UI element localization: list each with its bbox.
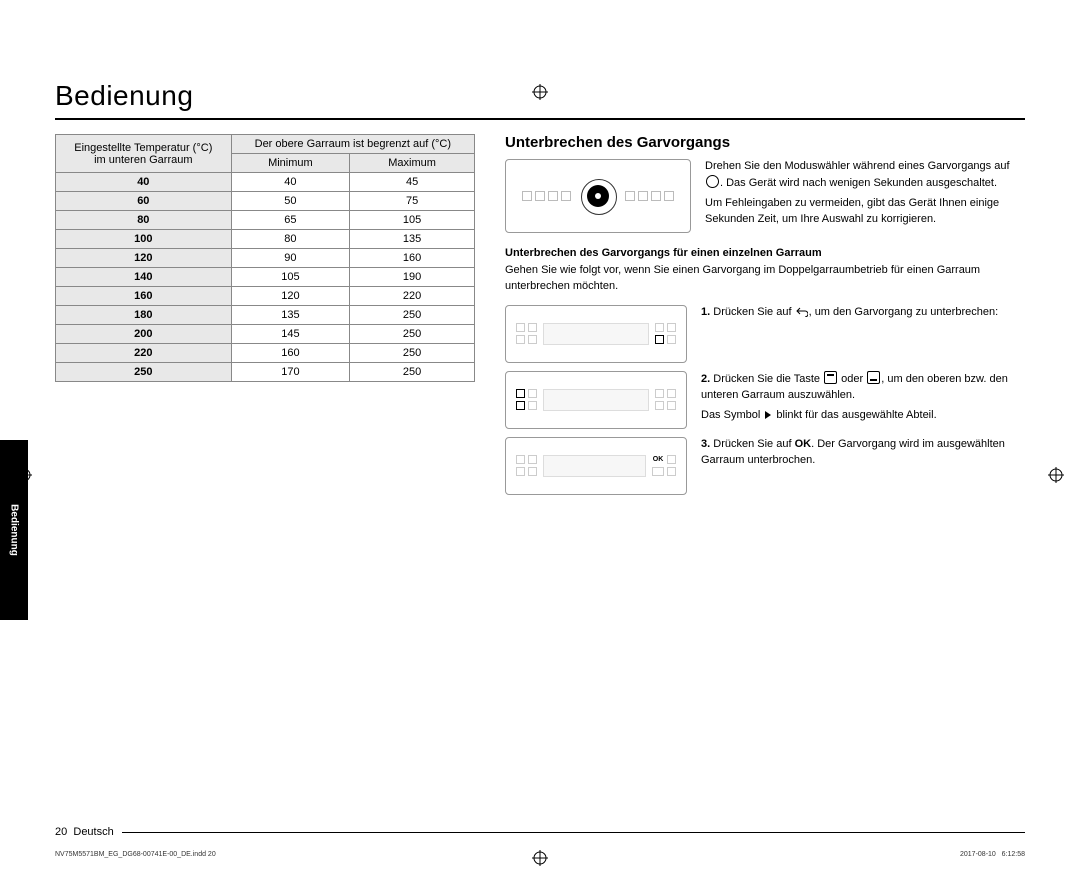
mode-icons-left bbox=[522, 191, 571, 201]
table-row: 140105190 bbox=[56, 268, 475, 287]
cell-set-temp: 80 bbox=[56, 211, 232, 230]
play-icon bbox=[765, 411, 771, 419]
cell-max: 45 bbox=[350, 173, 475, 192]
cell-min: 160 bbox=[231, 344, 350, 363]
subheading: Unterbrechen des Garvorgangs bbox=[505, 134, 1025, 151]
lower-compartment-icon bbox=[516, 401, 525, 410]
cell-set-temp: 140 bbox=[56, 268, 232, 287]
back-icon bbox=[655, 335, 664, 344]
cell-max: 250 bbox=[350, 344, 475, 363]
cell-max: 105 bbox=[350, 211, 475, 230]
cell-min: 40 bbox=[231, 173, 350, 192]
lower-cavity-icon bbox=[867, 371, 880, 384]
mode-dial-icon bbox=[581, 179, 615, 213]
step-1: 1. Drücken Sie auf , um den Garvorgang z… bbox=[505, 305, 1025, 363]
cell-set-temp: 100 bbox=[56, 230, 232, 249]
table-row: 8065105 bbox=[56, 211, 475, 230]
ok-button-icon: OK bbox=[652, 455, 664, 464]
th-max: Maximum bbox=[350, 154, 475, 173]
cell-min: 50 bbox=[231, 192, 350, 211]
table-row: 12090160 bbox=[56, 249, 475, 268]
table-row: 10080135 bbox=[56, 230, 475, 249]
intro-text: Drehen Sie den Moduswähler während eines… bbox=[705, 159, 1025, 233]
cell-max: 75 bbox=[350, 192, 475, 211]
cell-set-temp: 250 bbox=[56, 363, 232, 382]
side-tab: Bedienung bbox=[0, 440, 28, 620]
footer-lang: Deutsch bbox=[73, 826, 113, 838]
left-column: Eingestellte Temperatur (°C) im unteren … bbox=[55, 134, 475, 495]
upper-cavity-icon bbox=[824, 371, 837, 384]
cell-max: 190 bbox=[350, 268, 475, 287]
mode-icons-right bbox=[625, 191, 674, 201]
panel-step-3: OK bbox=[505, 437, 687, 495]
sub2-desc: Gehen Sie wie folgt vor, wenn Sie einen … bbox=[505, 263, 1025, 295]
th-min: Minimum bbox=[231, 154, 350, 173]
page: Bedienung Eingestellte Temperatur (°C) i… bbox=[55, 80, 1025, 495]
cell-min: 65 bbox=[231, 211, 350, 230]
cell-set-temp: 160 bbox=[56, 287, 232, 306]
crop-mark-right bbox=[1048, 467, 1064, 483]
sub-subheading: Unterbrechen des Garvorgangs für einen e… bbox=[505, 247, 1025, 259]
table-row: 220160250 bbox=[56, 344, 475, 363]
cell-max: 220 bbox=[350, 287, 475, 306]
step-3: OK 3. Drücken Sie auf OK. Der Garvorgang… bbox=[505, 437, 1025, 495]
step-2: 2. Drücken Sie die Taste oder , um den o… bbox=[505, 371, 1025, 429]
control-panel-illustration bbox=[505, 159, 691, 233]
cell-max: 160 bbox=[350, 249, 475, 268]
table-row: 200145250 bbox=[56, 325, 475, 344]
meta-left: NV75M5571BM_EG_DG68-00741E-00_DE.indd 20 bbox=[55, 851, 216, 858]
cell-min: 170 bbox=[231, 363, 350, 382]
footer: 20 Deutsch bbox=[55, 826, 1025, 838]
back-arrow-icon bbox=[796, 306, 808, 317]
temperature-table: Eingestellte Temperatur (°C) im unteren … bbox=[55, 134, 475, 382]
cell-max: 135 bbox=[350, 230, 475, 249]
table-row: 180135250 bbox=[56, 306, 475, 325]
side-tab-label: Bedienung bbox=[9, 504, 20, 556]
th-span: Der obere Garraum ist begrenzt auf (°C) bbox=[231, 135, 474, 154]
cell-min: 80 bbox=[231, 230, 350, 249]
right-column: Unterbrechen des Garvorgangs bbox=[505, 134, 1025, 495]
cell-min: 120 bbox=[231, 287, 350, 306]
cell-set-temp: 60 bbox=[56, 192, 232, 211]
table-row: 404045 bbox=[56, 173, 475, 192]
cell-min: 90 bbox=[231, 249, 350, 268]
cell-max: 250 bbox=[350, 325, 475, 344]
table-row: 250170250 bbox=[56, 363, 475, 382]
cell-max: 250 bbox=[350, 363, 475, 382]
cell-set-temp: 40 bbox=[56, 173, 232, 192]
title-rule bbox=[55, 118, 1025, 120]
page-title: Bedienung bbox=[55, 80, 1025, 112]
cell-min: 135 bbox=[231, 306, 350, 325]
panel-step-1 bbox=[505, 305, 687, 363]
cell-set-temp: 220 bbox=[56, 344, 232, 363]
cell-min: 105 bbox=[231, 268, 350, 287]
cell-set-temp: 200 bbox=[56, 325, 232, 344]
page-number: 20 bbox=[55, 826, 67, 838]
cell-set-temp: 180 bbox=[56, 306, 232, 325]
th-col1: Eingestellte Temperatur (°C) im unteren … bbox=[56, 135, 232, 173]
cell-min: 145 bbox=[231, 325, 350, 344]
crop-mark-bottom bbox=[532, 850, 548, 866]
table-row: 605075 bbox=[56, 192, 475, 211]
off-icon bbox=[706, 175, 719, 188]
upper-compartment-icon bbox=[516, 389, 525, 398]
table-row: 160120220 bbox=[56, 287, 475, 306]
cell-set-temp: 120 bbox=[56, 249, 232, 268]
meta-right: 2017-08-10 6:12:58 bbox=[960, 851, 1025, 858]
cell-max: 250 bbox=[350, 306, 475, 325]
panel-step-2 bbox=[505, 371, 687, 429]
footer-rule bbox=[122, 832, 1025, 833]
